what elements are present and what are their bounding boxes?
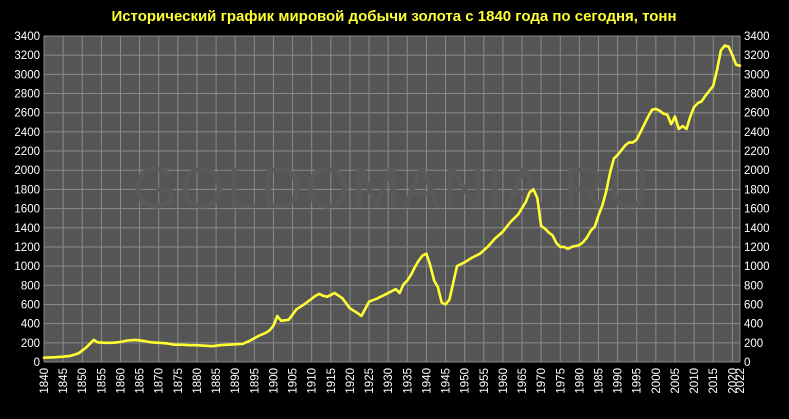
- y-tick-label-right: 1600: [744, 204, 770, 216]
- x-tick-label: 1890: [230, 368, 242, 394]
- y-tick-label-left: 3000: [14, 69, 40, 81]
- y-tick-label-left: 2200: [14, 146, 40, 158]
- y-tick-label-left: 3200: [14, 50, 40, 62]
- y-tick-label-right: 3200: [744, 50, 770, 62]
- y-tick-label-left: 1000: [14, 261, 40, 273]
- y-tick-label-right: 400: [744, 319, 763, 331]
- x-tick-label: 2015: [708, 368, 720, 394]
- y-tick-label-left: 1400: [14, 223, 40, 235]
- x-tick-label: 1940: [421, 368, 433, 394]
- y-tick-label-right: 2000: [744, 165, 770, 177]
- x-tick-label: 1885: [211, 368, 223, 394]
- x-tick-label: 1960: [498, 368, 510, 394]
- x-tick-label: 1875: [173, 368, 185, 394]
- chart-title: Исторический график мировой добычи золот…: [111, 8, 676, 25]
- y-tick-label-right: 0: [744, 357, 750, 369]
- y-axis-left: 0 200 400 600 800 1000 1200 1400 1600 1800 2000 220…: [14, 31, 40, 369]
- x-tick-label: 1995: [632, 368, 644, 394]
- x-tick-label: 1975: [555, 368, 567, 394]
- y-tick-label-left: 2600: [14, 108, 40, 120]
- x-tick-label: 1935: [402, 368, 414, 394]
- x-tick-label: 1955: [479, 368, 491, 394]
- y-tick-label-right: 600: [744, 299, 763, 311]
- y-tick-label-left: 2800: [14, 89, 40, 101]
- x-tick-label: 2000: [651, 368, 663, 394]
- x-tick-label: 1870: [154, 368, 166, 394]
- x-tick-label: 1925: [364, 368, 376, 394]
- y-tick-label-right: 2400: [744, 127, 770, 139]
- x-axis: 1840 1845 1850 1855 1860 1865 1870 1875 1880 1885…: [39, 368, 747, 394]
- x-tick-label: 2020: [727, 368, 739, 394]
- x-tick-label: 1910: [307, 368, 319, 394]
- x-tick-label: 1865: [135, 368, 147, 394]
- y-tick-label-right: 2800: [744, 89, 770, 101]
- y-tick-label-left: 0: [34, 357, 40, 369]
- plot-area: [44, 36, 740, 362]
- y-tick-label-right: 1400: [744, 223, 770, 235]
- y-tick-label-left: 800: [21, 280, 40, 292]
- y-tick-label-left: 1800: [14, 184, 40, 196]
- y-tick-label-left: 400: [21, 319, 40, 331]
- y-tick-label-left: 2000: [14, 165, 40, 177]
- x-tick-label: 1895: [249, 368, 261, 394]
- x-tick-label: 1980: [574, 368, 586, 394]
- y-tick-label-right: 200: [744, 338, 763, 350]
- watermark-text: GOLDOMANIA.RU: [132, 156, 651, 221]
- y-tick-label-left: 200: [21, 338, 40, 350]
- y-tick-label-left: 1200: [14, 242, 40, 254]
- x-tick-label: 1965: [517, 368, 529, 394]
- x-tick-label: 1930: [383, 368, 395, 394]
- x-tick-label: 1990: [613, 368, 625, 394]
- x-tick-label: 1985: [594, 368, 606, 394]
- x-tick-label: 1920: [345, 368, 357, 394]
- y-tick-label-right: 1000: [744, 261, 770, 273]
- x-tick-label: 1950: [460, 368, 472, 394]
- x-tick-label: 1880: [192, 368, 204, 394]
- y-tick-label-left: 1600: [14, 204, 40, 216]
- y-tick-label-left: 600: [21, 299, 40, 311]
- x-tick-label: 1905: [288, 368, 300, 394]
- x-tick-label: 1845: [58, 368, 70, 394]
- y-tick-label-right: 2200: [744, 146, 770, 158]
- x-tick-label: 1850: [77, 368, 89, 394]
- y-tick-label-right: 800: [744, 280, 763, 292]
- x-tick-label: 2022: [735, 368, 747, 394]
- series-layer: [42, 44, 742, 360]
- y-tick-label-right: 3000: [744, 69, 770, 81]
- x-tick-label: 1970: [536, 368, 548, 394]
- y-tick-label-left: 2400: [14, 127, 40, 139]
- y-tick-label-right: 3400: [744, 31, 770, 43]
- x-tick-label: 2005: [670, 368, 682, 394]
- x-tick-label: 2010: [689, 368, 701, 394]
- y-axis-right: 0 200 400 600 800 1000 1200 1400 1600 1800 2000 220…: [744, 31, 770, 369]
- y-tick-label-left: 3400: [14, 31, 40, 43]
- y-tick-label-right: 2600: [744, 108, 770, 120]
- x-tick-label: 1860: [115, 368, 127, 394]
- x-tick-label: 1915: [326, 368, 338, 394]
- series-line-gold-production: [42, 44, 742, 360]
- x-tick-label: 1855: [96, 368, 108, 394]
- x-tick-label: 1945: [441, 368, 453, 394]
- y-tick-label-right: 1800: [744, 184, 770, 196]
- x-tick-label: 1840: [39, 368, 51, 394]
- y-tick-label-right: 1200: [744, 242, 770, 254]
- x-tick-label: 1900: [268, 368, 280, 394]
